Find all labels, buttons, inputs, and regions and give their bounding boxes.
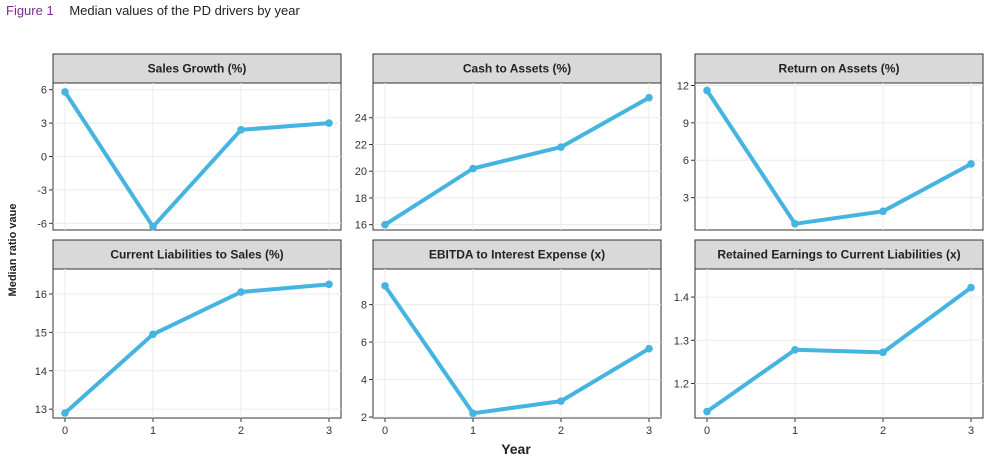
y-tick-label: 16 <box>355 220 367 232</box>
data-point <box>325 280 333 289</box>
y-tick-label: 16 <box>35 289 47 301</box>
series-line <box>383 95 651 227</box>
data-point <box>879 207 887 216</box>
y-tick-label: 22 <box>355 139 367 151</box>
y-tick-label: 18 <box>355 193 367 205</box>
x-axis-title: Year <box>501 441 531 457</box>
x-tick-label: 3 <box>968 425 974 437</box>
panel-title: Current Liabilities to Sales (%) <box>110 248 283 262</box>
panel-2: Cash to Assets (%) 16 18 20 22 24 <box>355 53 662 232</box>
data-point <box>703 86 711 95</box>
y-tick-label: 1.4 <box>674 292 689 304</box>
y-axis-title: Median ratio vaue <box>7 204 19 297</box>
series-line <box>705 285 973 414</box>
panel-strip <box>52 53 342 84</box>
panel-title: EBITDA to Interest Expense (x) <box>429 248 605 262</box>
panel-strip <box>694 53 984 84</box>
y-tick-label: 6 <box>41 85 47 97</box>
data-point <box>381 220 389 229</box>
panel-strip <box>694 239 984 270</box>
data-point <box>645 93 653 102</box>
data-point <box>557 397 565 405</box>
y-tick-label: 4 <box>361 375 367 387</box>
x-tick-label: 0 <box>382 425 388 437</box>
panel-5: EBITDA to Interest Expense (x) 2 4 6 8 0 1 2 3 <box>361 239 662 437</box>
y-tick-label: -3 <box>37 185 47 197</box>
panel-title: Retained Earnings to Current Liabilities… <box>717 248 960 262</box>
x-tick-label: 2 <box>880 425 886 437</box>
y-tick-label: 15 <box>35 327 47 339</box>
data-point <box>469 164 477 173</box>
panel-4: Current Liabilities to Sales (%)13141516… <box>35 239 342 437</box>
data-point <box>967 160 975 168</box>
y-tick-label: 3 <box>683 193 689 205</box>
panel-3: Return on Assets (%) 3 6 9 12 <box>677 53 984 231</box>
panel-area <box>694 82 984 231</box>
panel-title: Return on Assets (%) <box>779 62 900 76</box>
x-tick-label: 0 <box>704 425 710 437</box>
data-point <box>325 119 333 127</box>
panel-area <box>372 268 662 419</box>
x-tick-label: 2 <box>558 425 564 437</box>
data-point <box>149 330 157 339</box>
data-point <box>557 143 565 151</box>
data-point <box>61 409 69 417</box>
panel-area <box>52 268 342 419</box>
y-tick-label: 14 <box>35 366 47 378</box>
y-tick-label: 3 <box>41 118 47 130</box>
y-tick-label: 6 <box>683 155 689 167</box>
data-point <box>469 409 477 418</box>
series-line <box>63 282 331 415</box>
data-point <box>381 282 389 290</box>
data-point <box>237 288 245 296</box>
data-point <box>879 348 887 357</box>
y-tick-label: 20 <box>355 166 367 178</box>
figure-label: Figure 1 <box>6 3 54 18</box>
panel-area <box>694 268 984 419</box>
x-tick-label: 2 <box>238 425 244 437</box>
y-tick-label: 6 <box>361 337 367 349</box>
data-point <box>791 219 799 228</box>
panel-6: Retained Earnings to Current Liabilities… <box>674 239 984 437</box>
y-tick-label: -6 <box>37 218 47 230</box>
y-tick-label: 1.3 <box>674 335 689 347</box>
data-point <box>703 407 711 416</box>
data-point <box>237 125 245 134</box>
data-point <box>645 344 653 353</box>
x-tick-label: 3 <box>326 425 332 437</box>
x-tick-label: 1 <box>792 425 798 437</box>
panel-1: Sales Growth (%) -6 -3 0 3 6 <box>37 53 342 231</box>
data-point <box>149 222 157 231</box>
y-tick-label: 0 <box>41 152 47 164</box>
panel-title: Cash to Assets (%) <box>463 62 571 76</box>
x-tick-label: 3 <box>646 425 652 437</box>
y-tick-label: 8 <box>361 300 367 312</box>
panel-title: Sales Growth (%) <box>148 62 247 76</box>
figure-header: Figure 1 Median values of the PD drivers… <box>6 3 300 18</box>
y-tick-label: 13 <box>35 404 47 416</box>
series-line <box>383 283 651 416</box>
data-point <box>967 283 975 292</box>
data-point <box>791 345 799 354</box>
figure-title: Median values of the PD drivers by year <box>69 3 300 18</box>
y-tick-label: 24 <box>355 113 367 125</box>
data-point <box>61 88 69 96</box>
x-tick-label: 1 <box>150 425 156 437</box>
panel-strip <box>52 239 342 270</box>
y-tick-label: 9 <box>683 118 689 130</box>
y-tick-label: 12 <box>677 80 689 92</box>
x-tick-label: 1 <box>470 425 476 437</box>
x-tick-label: 0 <box>62 425 68 437</box>
y-tick-label: 1.2 <box>674 378 689 390</box>
series-line <box>63 89 331 229</box>
y-tick-label: 2 <box>361 412 367 424</box>
series-line <box>705 88 973 226</box>
panel-strip <box>372 53 662 84</box>
